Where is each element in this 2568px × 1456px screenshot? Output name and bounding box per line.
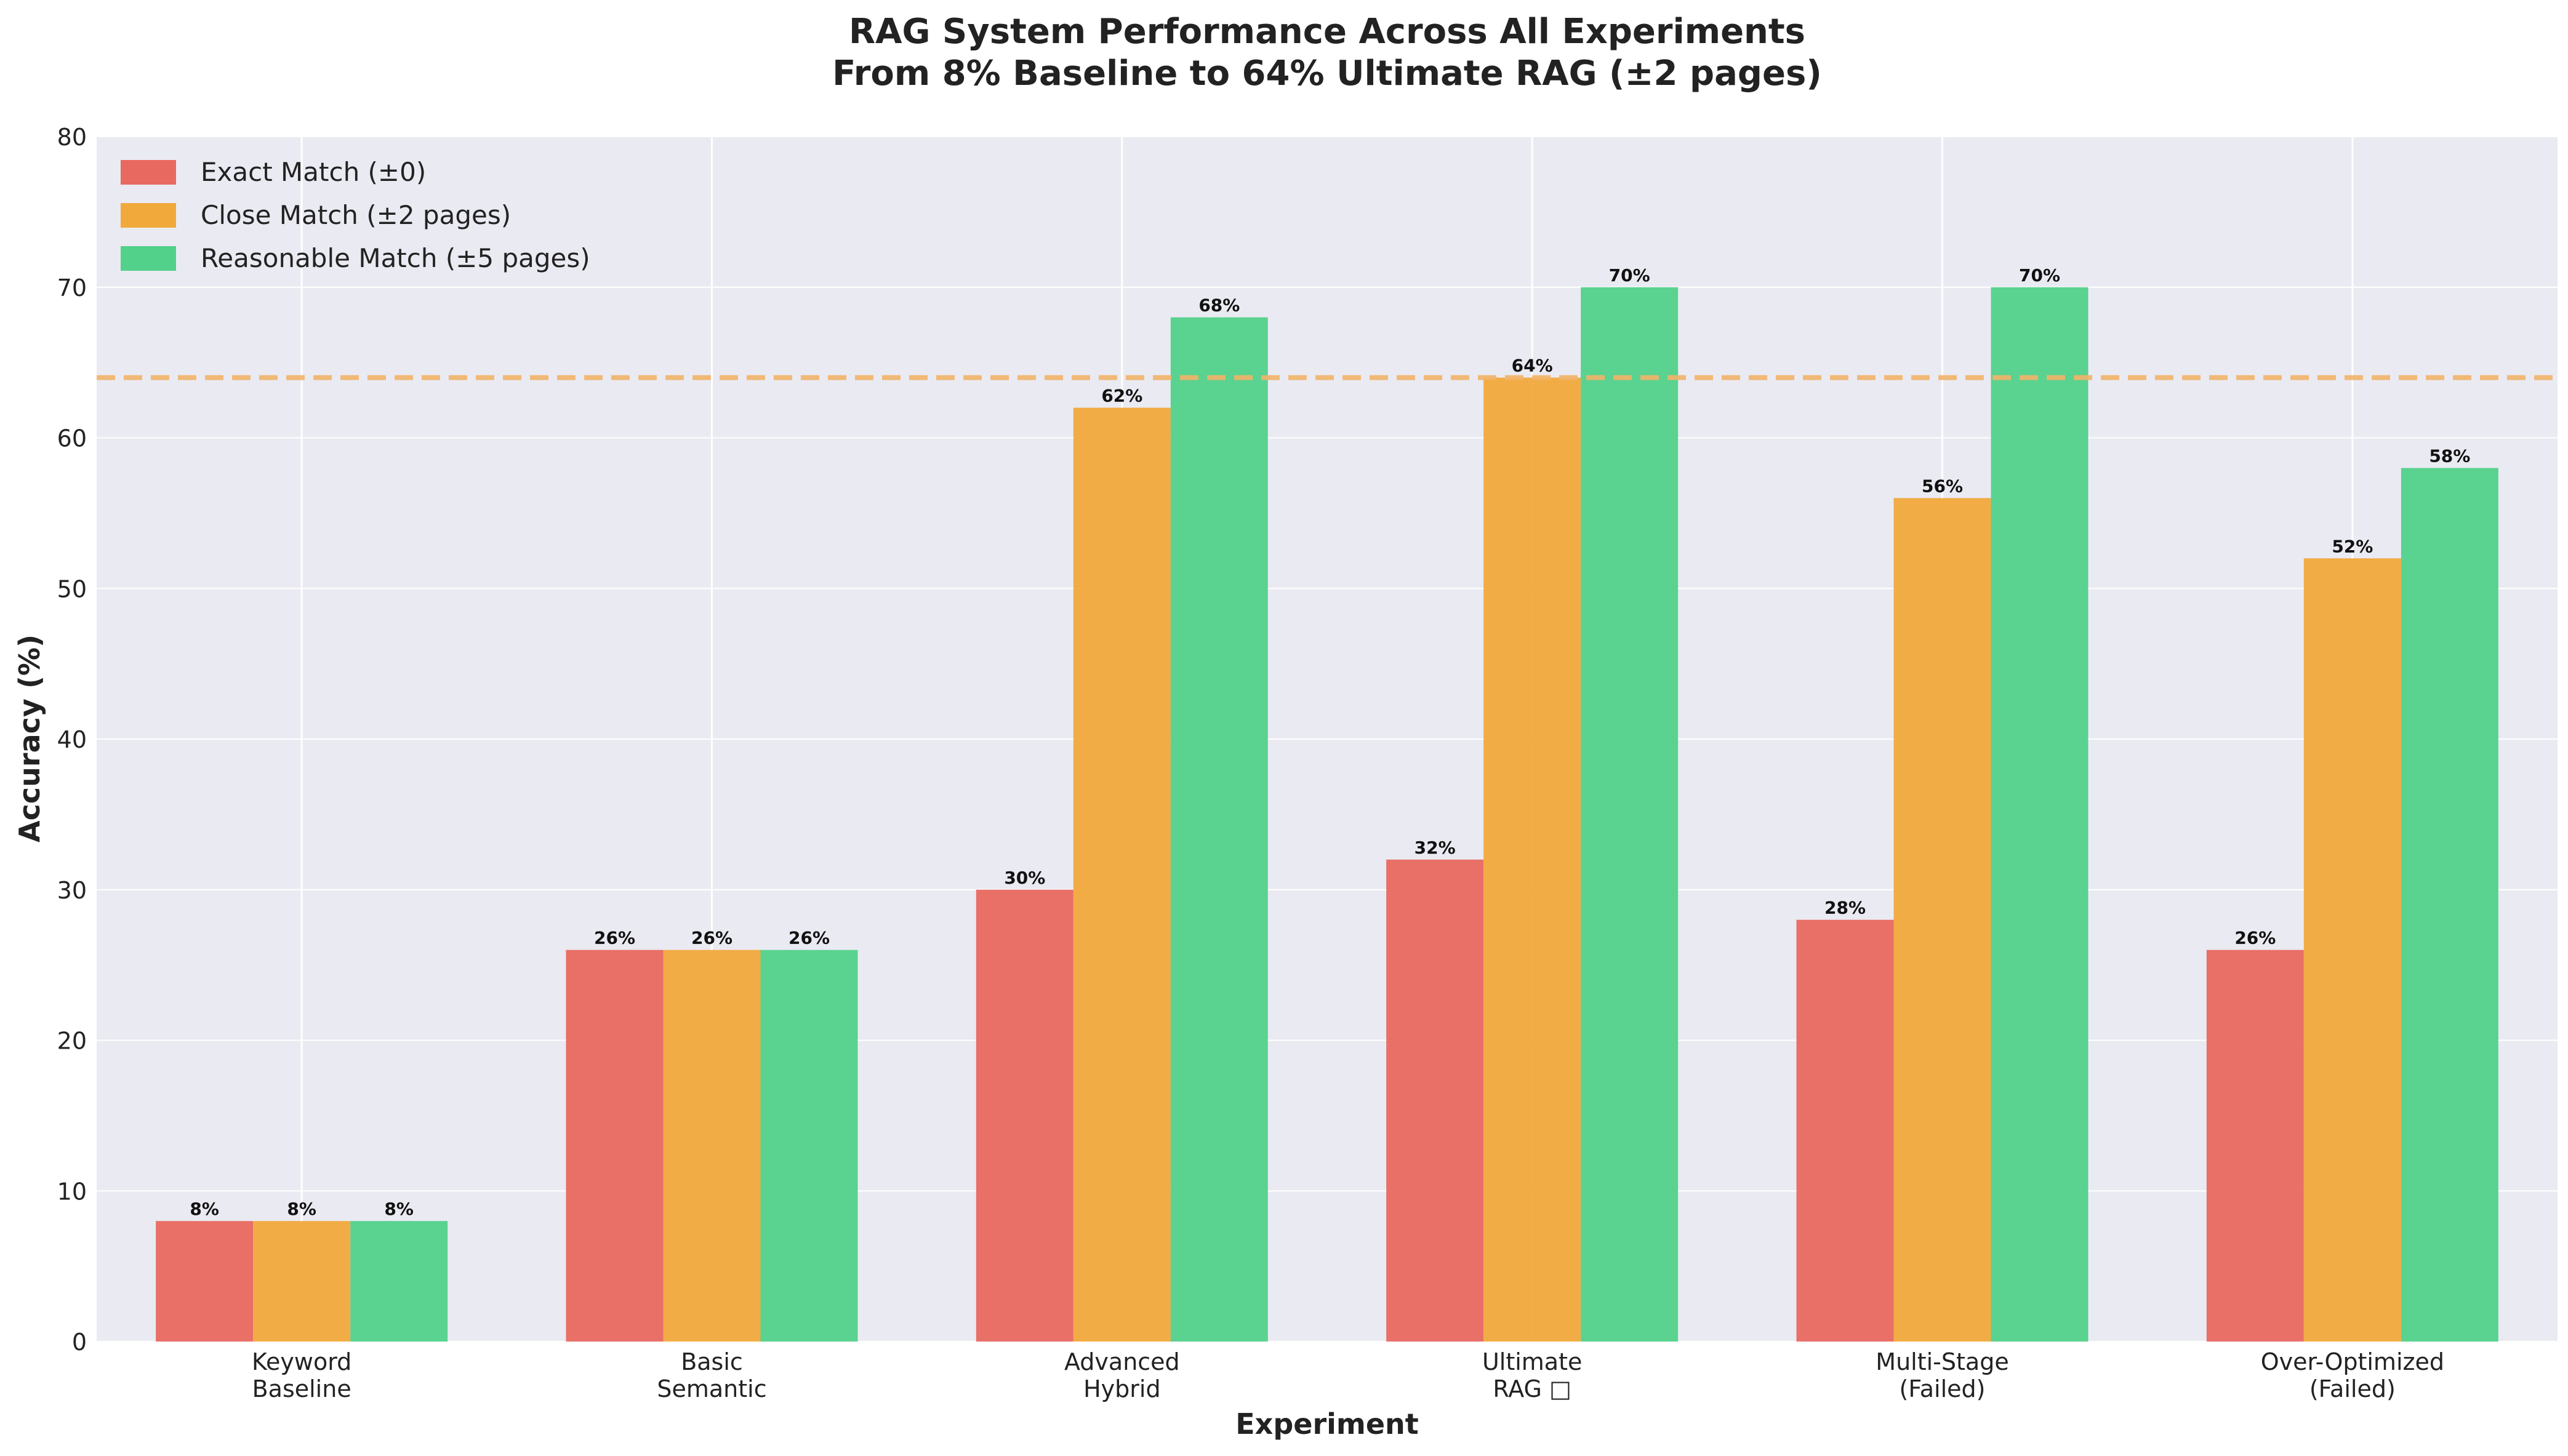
chart-subtitle: From 8% Baseline to 64% Ultimate RAG (±2… — [832, 54, 1822, 94]
y-tick-label: 10 — [57, 1178, 87, 1205]
data-label: 68% — [1198, 295, 1240, 316]
bar — [1386, 859, 1484, 1342]
chart-title: RAG System Performance Across All Experi… — [849, 12, 1805, 52]
data-label: 62% — [1101, 386, 1142, 406]
legend-swatch — [121, 203, 176, 228]
data-label: 52% — [2332, 536, 2373, 556]
data-label: 32% — [1414, 838, 1456, 858]
bar — [2401, 468, 2498, 1342]
x-tick-label: Keyword — [252, 1348, 351, 1375]
x-tick-label: Baseline — [252, 1375, 351, 1402]
data-label: 64% — [1512, 356, 1553, 376]
y-tick-label: 40 — [57, 726, 87, 753]
data-label: 26% — [691, 928, 732, 948]
bar — [2206, 950, 2304, 1342]
data-label: 70% — [2019, 265, 2060, 286]
data-label: 70% — [1609, 265, 1650, 286]
bar — [1483, 377, 1581, 1342]
data-label: 26% — [788, 928, 830, 948]
legend-label: Exact Match (±0) — [201, 157, 426, 187]
bar — [1796, 919, 1894, 1342]
data-label: 8% — [190, 1199, 219, 1219]
bar — [1170, 317, 1268, 1342]
data-label: 26% — [2234, 928, 2276, 948]
data-label: 8% — [384, 1199, 414, 1219]
bar — [1991, 287, 2089, 1342]
legend: Exact Match (±0) Close Match (±2 pages) Re… — [121, 157, 590, 273]
bar — [1893, 498, 1991, 1342]
legend-label: Reasonable Match (±5 pages) — [201, 243, 590, 273]
bar — [350, 1221, 448, 1342]
data-label: 56% — [1922, 476, 1963, 496]
bar — [1581, 287, 1679, 1342]
y-tick-label: 30 — [57, 877, 87, 904]
y-tick-label: 0 — [72, 1329, 87, 1356]
x-tick-label: Over-Optimized — [2261, 1348, 2444, 1375]
x-tick-label: Advanced — [1064, 1348, 1180, 1375]
bars-layer — [156, 287, 2498, 1342]
data-label: 58% — [2429, 446, 2470, 466]
data-labels-layer: 8% 26% 30% 32% 28% 26% 8% 26% 62% 64% 56% 52% 8% 26% 6… — [190, 265, 2470, 1219]
y-tick-label: 60 — [57, 425, 87, 452]
x-tick-label: (Failed) — [2309, 1375, 2396, 1402]
bar — [2303, 558, 2401, 1342]
y-axis-label: Accuracy (%) — [13, 634, 46, 842]
y-tick-label: 20 — [57, 1028, 87, 1055]
data-label: 26% — [594, 928, 635, 948]
bar — [566, 950, 664, 1342]
y-ticks-layer: 0 10 20 30 40 50 60 70 80 — [57, 124, 87, 1356]
x-tick-label: RAG □ — [1493, 1375, 1571, 1402]
x-tick-label: Basic — [681, 1348, 743, 1375]
data-label: 8% — [287, 1199, 316, 1219]
bar — [1073, 407, 1171, 1342]
bar — [976, 889, 1073, 1342]
bar — [253, 1221, 351, 1342]
bar — [663, 950, 761, 1342]
bar — [760, 950, 858, 1342]
data-label: 30% — [1004, 868, 1045, 888]
y-tick-label: 70 — [57, 274, 87, 302]
y-tick-label: 50 — [57, 575, 87, 602]
bar — [156, 1221, 254, 1342]
x-tick-label: Multi-Stage — [1876, 1348, 2008, 1375]
legend-swatch — [121, 246, 176, 271]
x-axis-label: Experiment — [1235, 1407, 1419, 1441]
x-tick-label: Ultimate — [1482, 1348, 1582, 1375]
y-tick-label: 80 — [57, 124, 87, 151]
legend-label: Close Match (±2 pages) — [201, 200, 511, 230]
x-tick-label: Semantic — [657, 1375, 766, 1402]
x-tick-label: (Failed) — [1900, 1375, 1986, 1402]
legend-swatch — [121, 160, 176, 185]
x-tick-label: Hybrid — [1083, 1375, 1161, 1402]
data-label: 28% — [1824, 898, 1866, 918]
